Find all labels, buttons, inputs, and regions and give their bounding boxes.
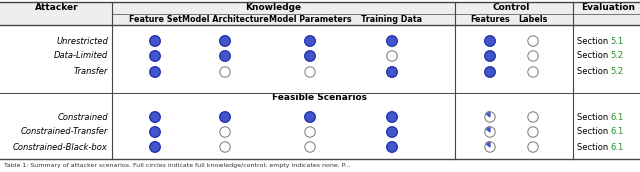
Text: Constrained-Black-box: Constrained-Black-box <box>13 142 108 152</box>
Text: Table 1: Summary of attacker scenarios. Full circles indicate full knowledge/con: Table 1: Summary of attacker scenarios. … <box>4 164 350 169</box>
Text: Control: Control <box>493 3 530 13</box>
Circle shape <box>387 67 397 77</box>
FancyBboxPatch shape <box>0 2 640 25</box>
Circle shape <box>305 142 315 152</box>
Text: Feasible Scenarios: Feasible Scenarios <box>273 93 367 101</box>
Text: Model Architecture: Model Architecture <box>182 14 268 24</box>
Circle shape <box>150 51 160 61</box>
Text: Unrestricted: Unrestricted <box>56 36 108 46</box>
Circle shape <box>305 36 315 46</box>
Circle shape <box>305 127 315 137</box>
Text: 6.1: 6.1 <box>610 142 623 152</box>
Circle shape <box>150 142 160 152</box>
Text: Evaluation: Evaluation <box>581 3 635 13</box>
Circle shape <box>150 112 160 122</box>
Circle shape <box>485 36 495 46</box>
Circle shape <box>528 112 538 122</box>
Text: Transfer: Transfer <box>74 67 108 77</box>
Circle shape <box>485 142 495 152</box>
Text: Features: Features <box>470 14 510 24</box>
Circle shape <box>387 127 397 137</box>
Text: Model Parameters: Model Parameters <box>269 14 351 24</box>
Text: Labels: Labels <box>518 14 548 24</box>
Circle shape <box>220 51 230 61</box>
Circle shape <box>485 127 495 137</box>
Circle shape <box>305 67 315 77</box>
Text: Section: Section <box>577 127 611 137</box>
Text: Attacker: Attacker <box>35 3 79 13</box>
Text: 5.1: 5.1 <box>610 36 623 46</box>
Circle shape <box>220 36 230 46</box>
Circle shape <box>387 142 397 152</box>
Circle shape <box>150 36 160 46</box>
Circle shape <box>220 112 230 122</box>
Circle shape <box>528 36 538 46</box>
Text: 6.1: 6.1 <box>610 127 623 137</box>
Text: Section: Section <box>577 142 611 152</box>
Circle shape <box>150 127 160 137</box>
Text: Knowledge: Knowledge <box>245 3 301 13</box>
Wedge shape <box>486 142 490 147</box>
Text: Constrained: Constrained <box>58 112 108 121</box>
Circle shape <box>528 142 538 152</box>
Circle shape <box>528 51 538 61</box>
Text: Section: Section <box>577 67 611 77</box>
Circle shape <box>387 36 397 46</box>
Circle shape <box>305 112 315 122</box>
Text: Training Data: Training Data <box>362 14 422 24</box>
Text: 5.2: 5.2 <box>610 67 623 77</box>
Text: Data-Limited: Data-Limited <box>54 51 108 61</box>
Text: Feature Set: Feature Set <box>129 14 181 24</box>
Wedge shape <box>486 112 490 117</box>
Circle shape <box>220 142 230 152</box>
Text: 5.2: 5.2 <box>610 51 623 61</box>
Text: 6.1: 6.1 <box>610 112 623 121</box>
Circle shape <box>220 67 230 77</box>
Circle shape <box>220 127 230 137</box>
Circle shape <box>528 67 538 77</box>
Wedge shape <box>486 127 490 132</box>
Circle shape <box>150 67 160 77</box>
Text: Section: Section <box>577 36 611 46</box>
Circle shape <box>305 51 315 61</box>
Circle shape <box>485 67 495 77</box>
Circle shape <box>387 51 397 61</box>
Circle shape <box>387 112 397 122</box>
Text: Constrained-Transfer: Constrained-Transfer <box>20 127 108 137</box>
Circle shape <box>485 112 495 122</box>
Circle shape <box>528 127 538 137</box>
Circle shape <box>485 51 495 61</box>
Text: Section: Section <box>577 112 611 121</box>
Text: Section: Section <box>577 51 611 61</box>
